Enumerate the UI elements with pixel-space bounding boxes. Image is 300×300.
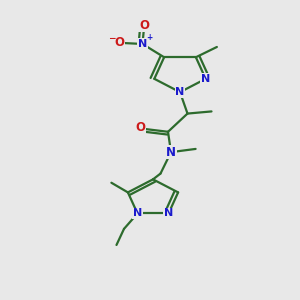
- Text: N: N: [164, 208, 173, 218]
- Text: +: +: [146, 34, 152, 43]
- Text: O: O: [135, 121, 145, 134]
- Text: −: −: [108, 34, 115, 43]
- Text: O: O: [139, 19, 149, 32]
- Text: N: N: [201, 74, 210, 84]
- Text: N: N: [166, 146, 176, 159]
- Text: N: N: [133, 208, 142, 218]
- Text: O: O: [114, 36, 124, 50]
- Text: N: N: [138, 39, 147, 49]
- Text: N: N: [176, 87, 184, 97]
